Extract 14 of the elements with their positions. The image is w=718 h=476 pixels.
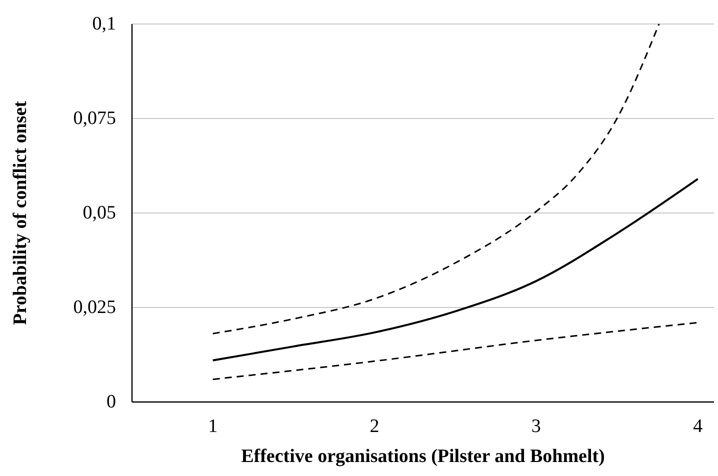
y-tick-label: 0,025 xyxy=(73,297,116,318)
x-tick-label: 2 xyxy=(370,416,380,437)
line-series xyxy=(212,23,660,334)
x-tick-label: 3 xyxy=(531,416,541,437)
x-tick-label: 1 xyxy=(208,416,218,437)
line-series xyxy=(212,322,699,380)
x-axis-title: Effective organisations (Pilster and Bohmelt) xyxy=(241,446,605,467)
line-series xyxy=(212,178,699,362)
y-axis-title: Probability of conflict onset xyxy=(10,100,31,325)
y-tick-label: 0,1 xyxy=(92,14,116,34)
x-tick-label: 4 xyxy=(693,416,704,437)
y-tick-label: 0,05 xyxy=(82,202,116,224)
y-tick-label: 0 xyxy=(106,392,116,412)
y-tick-label: 0,075 xyxy=(73,108,116,129)
